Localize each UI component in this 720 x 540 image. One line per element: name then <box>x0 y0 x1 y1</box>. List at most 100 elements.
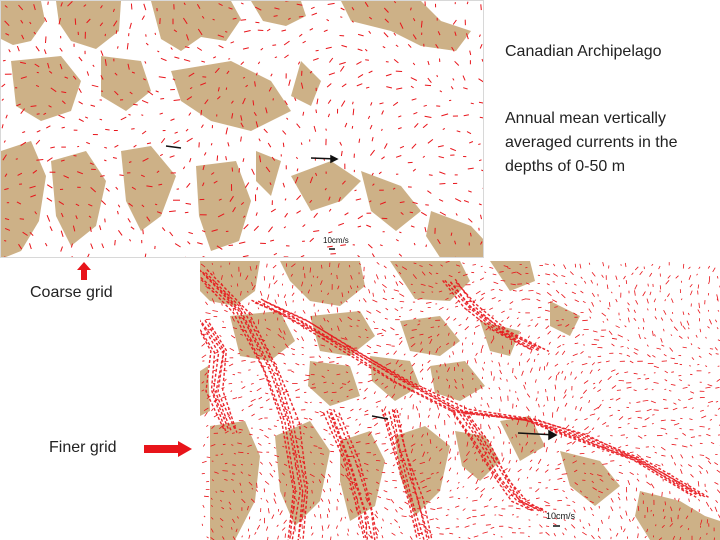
current-vector <box>104 146 108 149</box>
current-vector <box>627 479 631 486</box>
current-vector <box>492 273 497 276</box>
current-vector <box>18 243 23 250</box>
current-vector <box>101 243 105 249</box>
current-vector <box>339 317 343 322</box>
current-vector <box>538 403 540 408</box>
current-vector <box>174 131 178 134</box>
current-vector <box>691 357 695 361</box>
current-vector <box>489 327 491 331</box>
current-vector <box>242 97 246 105</box>
current-vector <box>450 232 453 236</box>
current-vector <box>546 291 552 297</box>
current-vector <box>235 528 238 533</box>
current-vector <box>310 6 315 10</box>
current-vector <box>667 275 671 279</box>
current-vector <box>674 497 676 500</box>
current-vector <box>60 246 63 252</box>
current-vector <box>673 402 677 405</box>
current-vector <box>189 87 193 90</box>
current-vector <box>607 472 610 476</box>
current-vector <box>398 506 404 510</box>
current-vector <box>699 328 702 333</box>
current-vector <box>705 501 710 507</box>
current-vector <box>565 496 568 499</box>
current-band <box>322 412 365 539</box>
current-vector <box>556 406 559 412</box>
current-vector <box>543 404 545 407</box>
current-vector <box>436 527 440 529</box>
current-vector <box>688 327 690 330</box>
current-vector <box>381 128 383 131</box>
current-vector <box>350 408 354 412</box>
current-vector <box>157 50 160 53</box>
current-vector <box>593 339 600 341</box>
current-vector <box>606 318 609 321</box>
current-vector <box>636 454 642 458</box>
current-vector <box>328 72 336 76</box>
current-vector <box>438 156 445 159</box>
current-vector <box>454 421 456 425</box>
current-vector <box>323 428 328 432</box>
current-vector <box>715 353 719 355</box>
current-vector <box>240 333 244 336</box>
current-vector <box>644 417 650 421</box>
current-vector <box>391 434 397 439</box>
current-vector <box>557 334 562 339</box>
current-vector <box>417 532 422 535</box>
current-vector <box>210 444 216 447</box>
current-vector <box>607 307 610 310</box>
current-vector <box>303 425 308 429</box>
current-vector <box>510 283 516 286</box>
current-vector <box>478 101 483 104</box>
current-vector <box>219 334 222 338</box>
current-vector <box>607 376 612 380</box>
current-vector <box>637 526 639 529</box>
current-vector <box>611 478 615 481</box>
current-vector <box>223 378 227 382</box>
current-vector <box>419 472 424 474</box>
current-vector <box>354 430 360 435</box>
current-vector <box>401 266 408 270</box>
current-vector <box>617 496 621 501</box>
current-vector <box>665 432 668 435</box>
current-vector <box>682 445 688 448</box>
current-vector <box>688 498 690 502</box>
current-vector <box>77 171 84 175</box>
current-vector <box>715 387 720 389</box>
current-vector <box>580 350 584 355</box>
current-vector <box>671 371 674 373</box>
current-vector <box>526 434 528 438</box>
coarse-grid-arrow-icon <box>77 262 91 280</box>
current-vector <box>302 516 304 521</box>
current-vector <box>708 280 710 285</box>
current-vector <box>265 392 269 395</box>
current-vector <box>247 290 249 293</box>
current-vector <box>340 150 343 157</box>
current-vector <box>272 346 276 349</box>
coarse-scale-bar: 10cm/s <box>323 236 349 250</box>
current-band <box>444 279 535 352</box>
current-vector <box>373 351 378 354</box>
current-vector <box>634 498 636 502</box>
current-vector <box>251 168 255 175</box>
current-vector <box>606 488 609 491</box>
current-vector <box>169 155 175 158</box>
current-vector <box>384 318 388 320</box>
current-vector <box>611 369 616 372</box>
current-vector <box>393 350 397 355</box>
current-vector <box>661 524 665 528</box>
current-vector <box>553 273 559 277</box>
current-vector <box>462 75 466 81</box>
current-vector <box>519 443 521 446</box>
current-vector <box>663 398 667 401</box>
current-vector <box>317 309 319 312</box>
current-vector <box>572 500 576 504</box>
current-vector <box>383 490 388 493</box>
current-band <box>381 409 418 539</box>
current-vector <box>525 441 529 446</box>
current-vector <box>363 397 367 400</box>
current-vector <box>456 518 459 520</box>
current-vector <box>224 309 228 313</box>
current-vector <box>205 312 211 314</box>
current-vector <box>588 308 592 313</box>
